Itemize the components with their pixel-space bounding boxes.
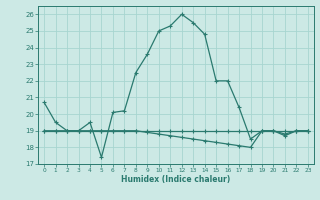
- X-axis label: Humidex (Indice chaleur): Humidex (Indice chaleur): [121, 175, 231, 184]
